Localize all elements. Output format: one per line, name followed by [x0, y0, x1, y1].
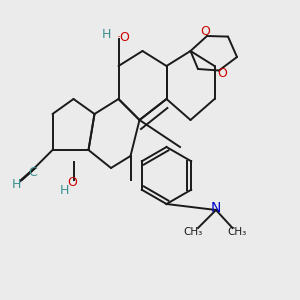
Text: O: O	[217, 67, 227, 80]
Text: H: H	[12, 178, 21, 191]
Text: H: H	[102, 28, 111, 41]
Text: O: O	[201, 25, 210, 38]
Text: N: N	[211, 202, 221, 215]
Text: CH₃: CH₃	[227, 226, 247, 237]
Text: H: H	[60, 184, 69, 197]
Text: CH₃: CH₃	[184, 226, 203, 237]
Text: C: C	[28, 166, 37, 179]
Text: ·O: ·O	[117, 31, 131, 44]
Text: O: O	[68, 176, 77, 189]
